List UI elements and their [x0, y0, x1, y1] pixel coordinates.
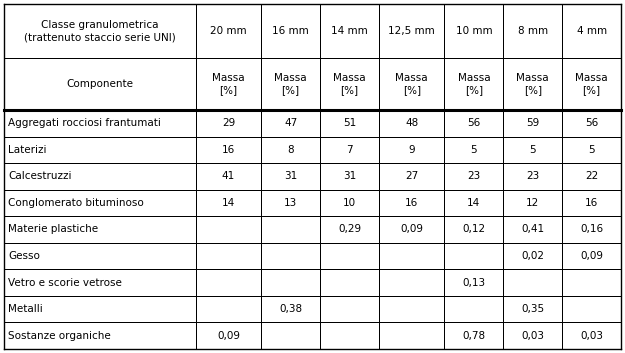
- Text: Massa
[%]: Massa [%]: [458, 73, 490, 95]
- Text: 0,35: 0,35: [521, 304, 544, 314]
- Text: 0,29: 0,29: [338, 225, 361, 234]
- Text: 23: 23: [526, 172, 539, 181]
- Text: Classe granulometrica
(trattenuto staccio serie UNI): Classe granulometrica (trattenuto stacci…: [24, 20, 176, 42]
- Text: 0,03: 0,03: [580, 331, 603, 341]
- Text: 14: 14: [222, 198, 235, 208]
- Text: 31: 31: [343, 172, 356, 181]
- Text: 10: 10: [343, 198, 356, 208]
- Text: Massa
[%]: Massa [%]: [516, 73, 549, 95]
- Text: Massa
[%]: Massa [%]: [396, 73, 428, 95]
- Text: Vetro e scorie vetrose: Vetro e scorie vetrose: [8, 277, 122, 288]
- Text: 0,03: 0,03: [521, 331, 544, 341]
- Text: 59: 59: [526, 118, 539, 128]
- Text: Materie plastiche: Materie plastiche: [8, 225, 98, 234]
- Text: Massa
[%]: Massa [%]: [212, 73, 245, 95]
- Text: 14: 14: [468, 198, 481, 208]
- Text: Conglomerato bituminoso: Conglomerato bituminoso: [8, 198, 144, 208]
- Text: Massa
[%]: Massa [%]: [274, 73, 307, 95]
- Text: 56: 56: [468, 118, 481, 128]
- Text: 16: 16: [405, 198, 418, 208]
- Text: 0,41: 0,41: [521, 225, 544, 234]
- Text: 51: 51: [343, 118, 356, 128]
- Text: Metalli: Metalli: [8, 304, 43, 314]
- Text: Componente: Componente: [66, 79, 133, 89]
- Text: Aggregati rocciosi frantumati: Aggregati rocciosi frantumati: [8, 118, 161, 128]
- Text: Massa
[%]: Massa [%]: [575, 73, 608, 95]
- Text: 8: 8: [288, 145, 294, 155]
- Text: 0,09: 0,09: [580, 251, 603, 261]
- Text: 0,13: 0,13: [462, 277, 486, 288]
- Text: 0,09: 0,09: [217, 331, 240, 341]
- Text: 23: 23: [468, 172, 481, 181]
- Text: Massa
[%]: Massa [%]: [333, 73, 366, 95]
- Text: 47: 47: [284, 118, 298, 128]
- Text: 4 mm: 4 mm: [576, 26, 607, 36]
- Text: 5: 5: [588, 145, 595, 155]
- Text: 14 mm: 14 mm: [331, 26, 368, 36]
- Text: 22: 22: [585, 172, 598, 181]
- Text: 5: 5: [471, 145, 478, 155]
- Text: 5: 5: [529, 145, 536, 155]
- Text: Laterizi: Laterizi: [8, 145, 46, 155]
- Text: 48: 48: [405, 118, 418, 128]
- Text: Calcestruzzi: Calcestruzzi: [8, 172, 71, 181]
- Text: 7: 7: [346, 145, 352, 155]
- Text: 12,5 mm: 12,5 mm: [388, 26, 435, 36]
- Text: Sostanze organiche: Sostanze organiche: [8, 331, 111, 341]
- Text: 0,09: 0,09: [400, 225, 423, 234]
- Text: 0,12: 0,12: [462, 225, 486, 234]
- Text: 9: 9: [408, 145, 415, 155]
- Text: 0,38: 0,38: [279, 304, 302, 314]
- Text: 29: 29: [222, 118, 235, 128]
- Text: 41: 41: [222, 172, 235, 181]
- Text: 20 mm: 20 mm: [210, 26, 247, 36]
- Text: 13: 13: [284, 198, 298, 208]
- Text: 27: 27: [405, 172, 418, 181]
- Text: 0,16: 0,16: [580, 225, 603, 234]
- Text: 16: 16: [585, 198, 598, 208]
- Text: 0,02: 0,02: [521, 251, 544, 261]
- Text: 16 mm: 16 mm: [272, 26, 309, 36]
- Text: 0,78: 0,78: [462, 331, 486, 341]
- Text: Gesso: Gesso: [8, 251, 40, 261]
- Text: 31: 31: [284, 172, 298, 181]
- Text: 56: 56: [585, 118, 598, 128]
- Text: 10 mm: 10 mm: [456, 26, 493, 36]
- Text: 8 mm: 8 mm: [518, 26, 548, 36]
- Text: 12: 12: [526, 198, 539, 208]
- Text: 16: 16: [222, 145, 235, 155]
